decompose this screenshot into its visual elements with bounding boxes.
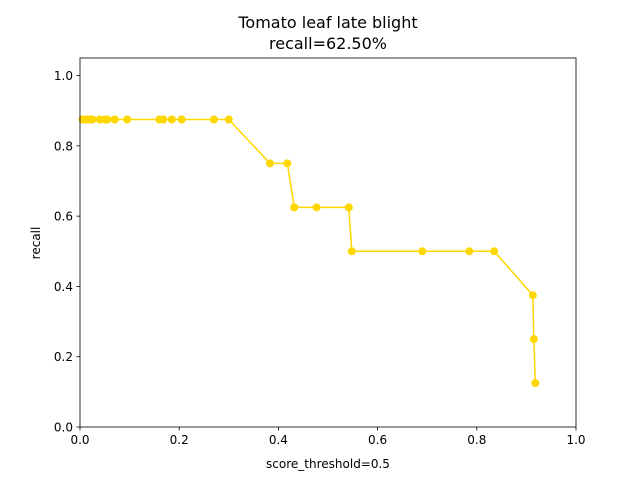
data-point (123, 115, 132, 124)
y-axis-label: recall (29, 227, 43, 260)
y-tick-label: 1.0 (54, 69, 73, 83)
data-point (209, 115, 218, 124)
axes: 0.0 0.2 0.4 0.6 0.8 1.0 0.0 0.2 0.4 0.6 0.8 1.0 (54, 57, 586, 447)
x-tick-label: 1.0 (566, 433, 585, 447)
data-point (465, 247, 474, 256)
y-tick-label: 0.0 (54, 421, 73, 435)
chart-subtitle: recall=62.50% (269, 34, 387, 53)
data-point (312, 203, 321, 212)
x-tick-label: 0.2 (170, 433, 189, 447)
data-point (159, 115, 168, 124)
plot-area (78, 115, 540, 388)
data-point (177, 115, 186, 124)
data-point (290, 203, 299, 212)
data-point (224, 115, 233, 124)
data-point (344, 203, 353, 212)
x-tick-label: 0.8 (467, 433, 486, 447)
x-tick-label: 0.4 (269, 433, 288, 447)
x-axis-label: score_threshold=0.5 (266, 457, 390, 471)
y-tick-label: 0.2 (54, 350, 73, 364)
data-point (265, 159, 274, 168)
data-point (347, 247, 356, 256)
y-tick-label: 0.4 (54, 280, 73, 294)
data-point (283, 159, 292, 168)
chart-title: Tomato leaf late blight (237, 13, 417, 32)
data-point (531, 379, 540, 388)
data-point (88, 115, 97, 124)
y-tick-label: 0.6 (54, 210, 73, 224)
y-tick-label: 0.8 (54, 139, 73, 153)
x-tick-label: 0.0 (70, 433, 89, 447)
data-point (528, 291, 537, 300)
plot-frame (79, 57, 577, 428)
data-point (529, 335, 538, 344)
x-tick-label: 0.6 (368, 433, 387, 447)
data-point (103, 115, 112, 124)
data-point (167, 115, 176, 124)
data-point (110, 115, 119, 124)
data-point (418, 247, 427, 256)
data-point (490, 247, 499, 256)
